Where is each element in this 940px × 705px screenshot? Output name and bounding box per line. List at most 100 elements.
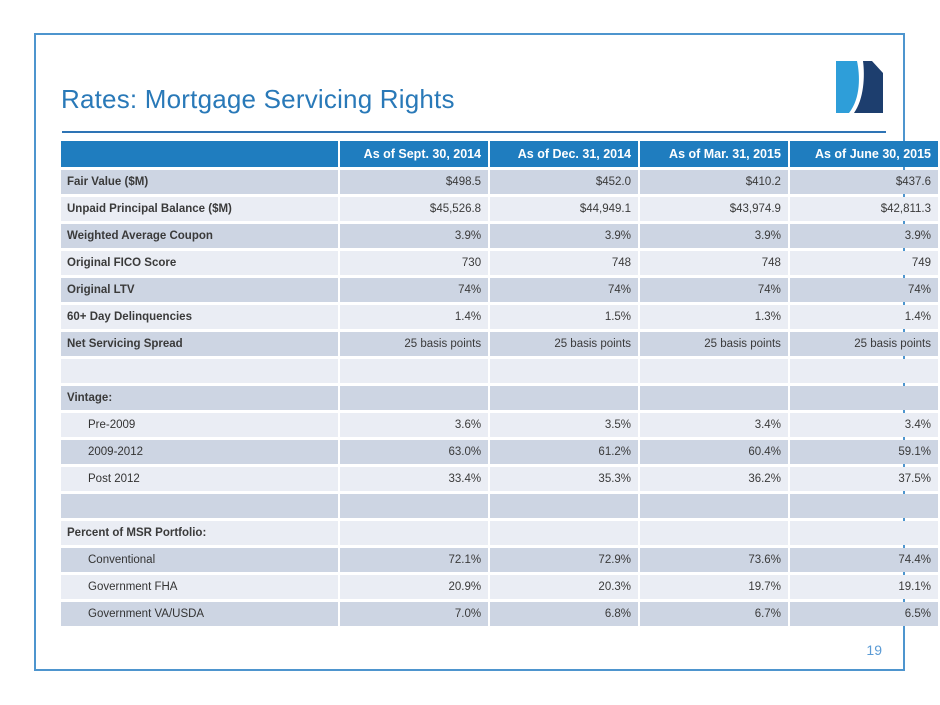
cell-value: $498.5 — [340, 170, 489, 194]
cell-value: 25 basis points — [340, 332, 489, 356]
cell-value: 1.3% — [640, 305, 788, 329]
cell-value — [789, 521, 938, 545]
cell-value: 3.4% — [789, 413, 938, 437]
cell-value: 25 basis points — [789, 332, 938, 356]
row-label: Post 2012 — [61, 467, 338, 491]
cell-value — [789, 494, 938, 518]
cell-value: 3.4% — [640, 413, 788, 437]
cell-value — [640, 521, 788, 545]
cell-value: 74% — [340, 278, 489, 302]
title-divider-rule — [62, 131, 886, 133]
cell-value: 33.4% — [340, 467, 489, 491]
cell-value — [340, 386, 489, 410]
cell-value: 749 — [789, 251, 938, 275]
table-row: Fair Value ($M) $498.5 $452.0 $410.2 $437.6 — [61, 170, 938, 194]
cell-value: 74.4% — [789, 548, 938, 572]
cell-value — [789, 359, 938, 383]
table-row: Original LTV 74% 74% 74% 74% — [61, 278, 938, 302]
row-label: Pre-2009 — [61, 413, 338, 437]
cell-value: 748 — [490, 251, 639, 275]
table-row: Unpaid Principal Balance ($M) $45,526.8 $4… — [61, 197, 938, 221]
cell-value: 35.3% — [490, 467, 639, 491]
row-label — [61, 359, 338, 383]
page-title: Rates: Mortgage Servicing Rights — [61, 84, 455, 114]
cell-value — [490, 494, 639, 518]
cell-value — [490, 386, 639, 410]
cell-value — [340, 359, 489, 383]
cell-value: 7.0% — [340, 602, 489, 626]
row-label: Conventional — [61, 548, 338, 572]
cell-value: 730 — [340, 251, 489, 275]
table-row: Government VA/USDA 7.0% 6.8% 6.7% 6.5% — [61, 602, 938, 626]
cell-value: $42,811.3 — [789, 197, 938, 221]
table-row: Weighted Average Coupon 3.9% 3.9% 3.9% 3.9% — [61, 224, 938, 248]
table-row: 2009-2012 63.0% 61.2% 60.4% 59.1% — [61, 440, 938, 464]
cell-value: 19.1% — [789, 575, 938, 599]
cell-value — [490, 359, 639, 383]
cell-value: $437.6 — [789, 170, 938, 194]
row-label: Weighted Average Coupon — [61, 224, 338, 248]
header-date-cell: As of Dec. 31, 2014 — [490, 141, 639, 167]
cell-value: 1.5% — [490, 305, 639, 329]
row-label: Original LTV — [61, 278, 338, 302]
cell-value: $410.2 — [640, 170, 788, 194]
row-label: Net Servicing Spread — [61, 332, 338, 356]
cell-value — [640, 359, 788, 383]
cell-value: 3.9% — [789, 224, 938, 248]
table-row: Net Servicing Spread 25 basis points 25 ba… — [61, 332, 938, 356]
cell-value: $45,526.8 — [340, 197, 489, 221]
cell-value: 59.1% — [789, 440, 938, 464]
row-label: Unpaid Principal Balance ($M) — [61, 197, 338, 221]
cell-value: 74% — [789, 278, 938, 302]
table-row: 60+ Day Delinquencies 1.4% 1.5% 1.3% 1.4% — [61, 305, 938, 329]
row-label: 2009-2012 — [61, 440, 338, 464]
row-label: Government VA/USDA — [61, 602, 338, 626]
row-label: Vintage: — [61, 386, 338, 410]
cell-value: 63.0% — [340, 440, 489, 464]
table-header-row: As of Sept. 30, 2014 As of Dec. 31, 2014 A… — [61, 141, 938, 167]
cell-value: $452.0 — [490, 170, 639, 194]
cell-value: 60.4% — [640, 440, 788, 464]
cell-value: 74% — [640, 278, 788, 302]
cell-value: 25 basis points — [490, 332, 639, 356]
table-row: Pre-2009 3.6% 3.5% 3.4% 3.4% — [61, 413, 938, 437]
cell-value: 61.2% — [490, 440, 639, 464]
row-label: Government FHA — [61, 575, 338, 599]
cell-value: 73.6% — [640, 548, 788, 572]
cell-value: 37.5% — [789, 467, 938, 491]
msr-table: As of Sept. 30, 2014 As of Dec. 31, 2014 A… — [59, 138, 940, 629]
table-row: Vintage: — [61, 386, 938, 410]
cell-value: 3.9% — [340, 224, 489, 248]
cell-value: 3.9% — [640, 224, 788, 248]
cell-value: 20.9% — [340, 575, 489, 599]
cell-value: 1.4% — [340, 305, 489, 329]
cell-value: 6.8% — [490, 602, 639, 626]
cell-value: 25 basis points — [640, 332, 788, 356]
header-label-cell — [61, 141, 338, 167]
cell-value: $44,949.1 — [490, 197, 639, 221]
cell-value: 20.3% — [490, 575, 639, 599]
cell-value — [640, 386, 788, 410]
cell-value: 3.5% — [490, 413, 639, 437]
cell-value — [640, 494, 788, 518]
table-row — [61, 494, 938, 518]
table-row: Original FICO Score 730 748 748 749 — [61, 251, 938, 275]
cell-value: $43,974.9 — [640, 197, 788, 221]
cell-value: 6.7% — [640, 602, 788, 626]
cell-value: 6.5% — [789, 602, 938, 626]
row-label: Original FICO Score — [61, 251, 338, 275]
cell-value — [340, 494, 489, 518]
page-number: 19 — [866, 642, 882, 658]
cell-value: 72.9% — [490, 548, 639, 572]
cell-value: 3.9% — [490, 224, 639, 248]
cell-value — [789, 386, 938, 410]
row-label: Percent of MSR Portfolio: — [61, 521, 338, 545]
table-row: Post 2012 33.4% 35.3% 36.2% 37.5% — [61, 467, 938, 491]
cell-value: 19.7% — [640, 575, 788, 599]
cell-value: 1.4% — [789, 305, 938, 329]
cell-value: 72.1% — [340, 548, 489, 572]
cell-value: 74% — [490, 278, 639, 302]
header-date-cell: As of Mar. 31, 2015 — [640, 141, 788, 167]
table-row: Percent of MSR Portfolio: — [61, 521, 938, 545]
cell-value: 3.6% — [340, 413, 489, 437]
